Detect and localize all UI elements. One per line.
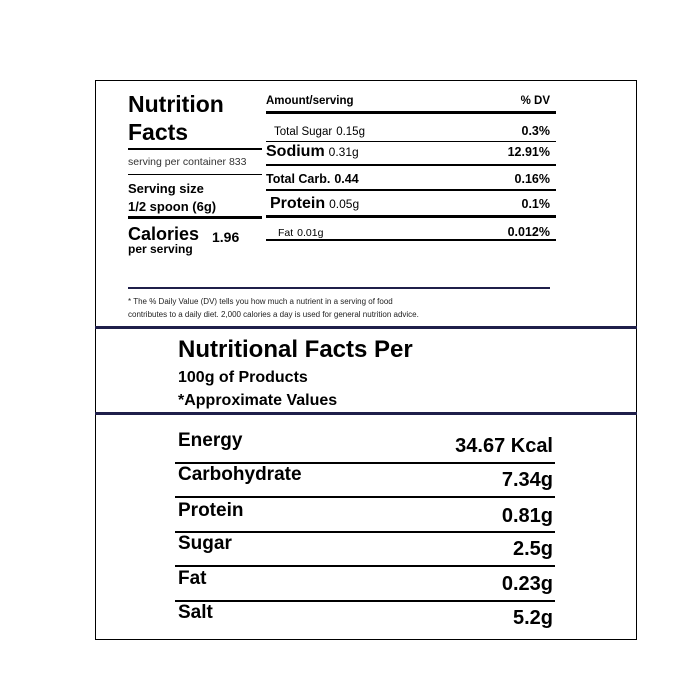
divider xyxy=(266,164,556,166)
dv-value: 0.16% xyxy=(514,172,550,186)
per-100g-note: *Approximate Values xyxy=(178,392,338,409)
dv-row: Total Carb. 0.44 xyxy=(266,170,359,188)
nutrient-amount: 0.01g xyxy=(297,227,324,239)
dv-row: Fat 0.01g xyxy=(278,223,323,241)
calories-value: 1.96 xyxy=(212,229,240,245)
dv-value: 0.1% xyxy=(521,197,551,211)
label-title: Nutrition Facts xyxy=(128,91,224,145)
dv-row: Protein 0.05g xyxy=(270,195,359,213)
label-frame xyxy=(95,80,637,640)
dv-value: 0.012% xyxy=(507,225,550,239)
per-100g-subtitle: 100g of Products xyxy=(178,369,308,386)
divider xyxy=(266,239,556,241)
amount-header: Amount/serving xyxy=(266,95,354,107)
calories-label: Calories xyxy=(128,224,200,244)
divider xyxy=(128,216,262,219)
nutrient-value: 34.67 Kcal xyxy=(455,435,553,457)
nutrient-name: Total Carb. xyxy=(266,172,331,186)
serving-size-value: 1/2 spoon (6g) xyxy=(128,199,217,214)
servings-per-container: serving per container 833 xyxy=(128,156,247,168)
nutrient-name: Protein xyxy=(270,195,326,212)
dv-header: % DV xyxy=(520,95,550,107)
divider xyxy=(128,287,550,289)
serving-size-label: Serving size xyxy=(128,181,204,196)
divider xyxy=(95,412,637,415)
dv-value: 12.91% xyxy=(507,145,550,159)
divider xyxy=(95,326,637,329)
nutrient-amount: 0.44 xyxy=(334,172,359,186)
divider xyxy=(175,531,555,533)
nutrient-amount: 0.15g xyxy=(336,126,365,138)
nutrient-name: Sugar xyxy=(178,533,232,554)
nutrient-value: 7.34g xyxy=(501,469,553,491)
dv-row: Total Sugar 0.15g xyxy=(274,122,365,140)
nutrient-name: Energy xyxy=(178,430,243,451)
nutrient-name: Carbohydrate xyxy=(178,464,302,485)
dv-value: 0.3% xyxy=(521,124,551,138)
nutrient-amount: 0.05g xyxy=(329,197,360,211)
nutrient-value: 0.81g xyxy=(501,505,553,527)
nutrient-name: Salt xyxy=(178,602,213,623)
divider xyxy=(175,462,555,464)
nutrient-amount: 0.31g xyxy=(328,145,359,159)
nutrient-value: 0.23g xyxy=(501,573,553,595)
per-100g-title: Nutritional Facts Per xyxy=(178,336,413,363)
nutrient-value: 2.5g xyxy=(512,538,553,560)
divider xyxy=(175,565,555,567)
calories-note: per serving xyxy=(128,242,193,256)
divider xyxy=(175,600,555,602)
footnote-line: * The % Daily Value (DV) tells you how m… xyxy=(128,297,393,306)
nutrient-name: Protein xyxy=(178,500,244,521)
divider xyxy=(128,174,262,175)
nutrient-name: Total Sugar xyxy=(274,126,333,138)
nutrient-name: Sodium xyxy=(266,143,325,160)
divider xyxy=(266,111,556,114)
dv-row: Sodium 0.31g xyxy=(266,143,359,161)
divider xyxy=(128,148,262,150)
divider xyxy=(175,496,555,498)
footnote-line: contributes to a daily diet. 2,000 calor… xyxy=(128,310,419,319)
divider xyxy=(266,141,556,142)
divider xyxy=(266,215,556,218)
nutrient-name: Fat xyxy=(178,568,207,589)
nutrient-name: Fat xyxy=(278,227,294,239)
nutrient-value: 5.2g xyxy=(512,607,553,629)
divider xyxy=(266,189,556,191)
